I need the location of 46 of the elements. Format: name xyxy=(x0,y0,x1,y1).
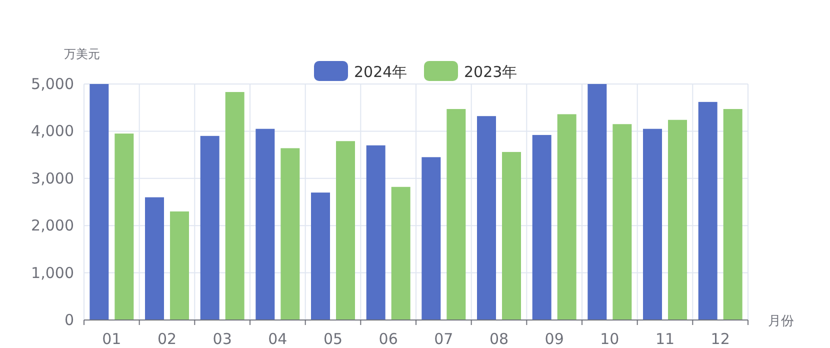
bar xyxy=(698,102,718,320)
legend-label: 2024年 xyxy=(354,63,408,81)
y-tick-label: 2,000 xyxy=(31,216,74,235)
y-tick-label: 1,000 xyxy=(31,264,74,282)
x-axis-title: 月份 xyxy=(768,314,794,329)
bar xyxy=(114,134,134,320)
y-tick-label: 3,000 xyxy=(31,169,74,188)
bar xyxy=(280,148,300,320)
bar xyxy=(422,157,441,320)
y-tick-label: 4,000 xyxy=(31,122,74,140)
bar xyxy=(446,109,466,320)
x-tick-label: 11 xyxy=(655,330,675,348)
x-tick-label: 02 xyxy=(157,330,177,348)
bar xyxy=(557,114,576,320)
bar xyxy=(391,186,410,320)
bar xyxy=(145,197,164,320)
bar xyxy=(90,84,109,320)
x-tick-label: 04 xyxy=(268,330,288,348)
x-tick-label: 10 xyxy=(600,330,620,348)
legend-label: 2023年 xyxy=(464,63,518,81)
bar xyxy=(336,141,355,320)
x-tick-label: 01 xyxy=(102,330,122,348)
y-axis-title: 万美元 xyxy=(64,47,100,61)
y-tick-label: 0 xyxy=(64,311,74,329)
x-tick-label: 03 xyxy=(212,330,232,348)
bar xyxy=(311,192,330,320)
x-tick-label: 06 xyxy=(378,330,398,348)
bar xyxy=(225,92,244,320)
bar xyxy=(200,136,220,320)
bar xyxy=(643,128,662,320)
bar xyxy=(723,109,742,320)
bar xyxy=(612,124,632,320)
bar xyxy=(668,120,687,320)
x-tick-label: 12 xyxy=(710,330,730,348)
x-tick-label: 09 xyxy=(544,330,564,348)
bar xyxy=(256,128,275,320)
bar xyxy=(170,211,189,320)
x-tick-label: 07 xyxy=(434,330,454,348)
y-tick-label: 5,000 xyxy=(31,75,74,93)
bar xyxy=(477,116,496,320)
bar xyxy=(532,134,552,320)
bar xyxy=(588,84,607,320)
x-tick-label: 05 xyxy=(323,330,343,348)
x-tick-label: 08 xyxy=(489,330,509,348)
bar xyxy=(366,145,386,320)
bar xyxy=(502,152,521,320)
